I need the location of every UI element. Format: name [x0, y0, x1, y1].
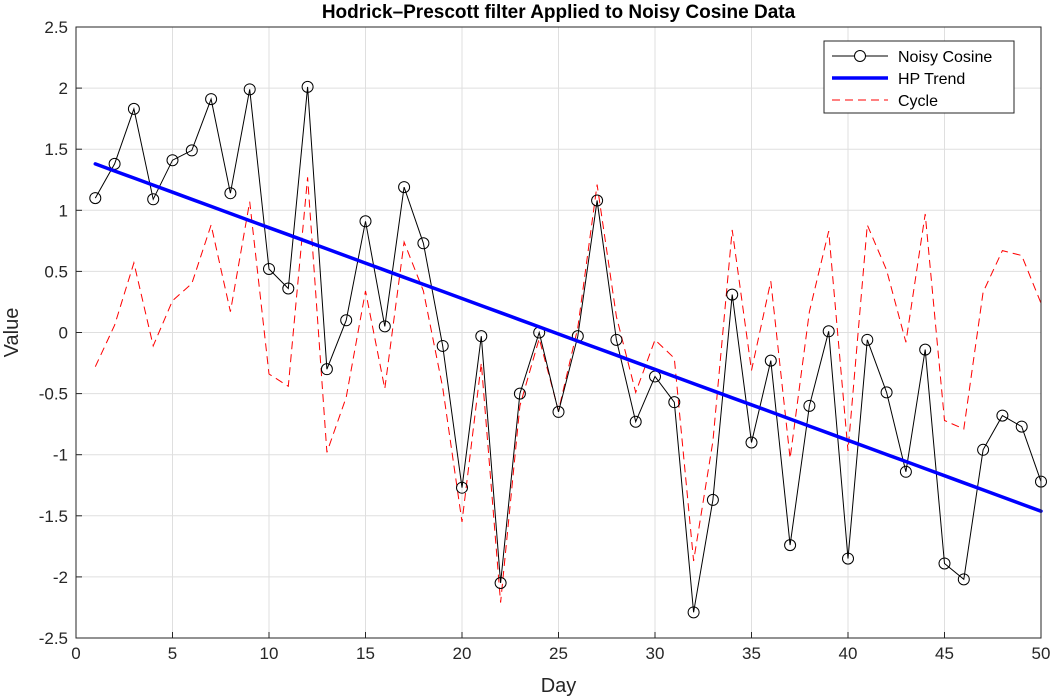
data-point-noisy-cosine [378, 320, 391, 333]
legend-item: HP Trend [832, 71, 965, 88]
x-tick-label: 50 [1032, 644, 1051, 663]
x-tick-label: 15 [356, 644, 375, 663]
legend-item: Cycle [832, 93, 938, 110]
data-point-noisy-cosine [668, 396, 681, 409]
x-tick-label: 30 [646, 644, 665, 663]
data-point-noisy-cosine [243, 83, 256, 96]
data-point-noisy-cosine [726, 288, 739, 301]
y-tick-label: -2.5 [39, 629, 68, 648]
y-tick-label: -1.5 [39, 507, 68, 526]
data-point-noisy-cosine [610, 333, 623, 346]
data-point-noisy-cosine [1015, 420, 1028, 433]
y-tick-label: 0.5 [44, 262, 68, 281]
legend-label: Noisy Cosine [898, 49, 992, 66]
data-point-noisy-cosine [224, 187, 237, 200]
data-point-noisy-cosine [89, 192, 102, 205]
data-point-noisy-cosine [977, 443, 990, 456]
y-tick-label: -1 [53, 446, 68, 465]
data-point-noisy-cosine [784, 539, 797, 552]
data-point-noisy-cosine [475, 330, 488, 343]
data-point-noisy-cosine [513, 387, 526, 400]
x-tick-label: 0 [71, 644, 80, 663]
data-point-noisy-cosine [205, 93, 218, 106]
data-point-noisy-cosine [340, 314, 353, 327]
data-point-noisy-cosine [398, 181, 411, 194]
data-point-noisy-cosine [359, 215, 372, 228]
y-tick-label: 0 [59, 324, 68, 343]
x-tick-label: 45 [935, 644, 954, 663]
x-tick-label: 25 [549, 644, 568, 663]
chart-title: Hodrick–Prescott filter Applied to Noisy… [322, 2, 796, 23]
data-point-noisy-cosine [166, 154, 179, 167]
legend-marker [854, 50, 866, 62]
data-point-noisy-cosine [591, 194, 604, 207]
data-point-noisy-cosine [417, 237, 430, 250]
y-axis-label: Value [1, 308, 23, 358]
data-point-noisy-cosine [996, 409, 1009, 422]
data-point-noisy-cosine [301, 80, 314, 93]
data-point-noisy-cosine [957, 573, 970, 586]
data-point-noisy-cosine [803, 399, 816, 412]
data-point-noisy-cosine [185, 144, 198, 157]
legend: Noisy Cosine HP Trend Cycle [823, 40, 1015, 114]
data-point-noisy-cosine [127, 102, 140, 115]
data-point-noisy-cosine [842, 552, 854, 565]
y-tick-label: -0.5 [39, 385, 68, 404]
data-point-noisy-cosine [629, 415, 642, 428]
data-point-noisy-cosine [436, 339, 449, 352]
y-tick-label: 2.5 [44, 18, 68, 37]
series-line-hp-trend [93, 162, 1043, 513]
data-point-noisy-cosine [494, 577, 507, 590]
x-tick-label: 5 [168, 644, 177, 663]
series-layer [89, 80, 1047, 619]
data-point-noisy-cosine [938, 557, 951, 570]
y-tick-label: 1 [59, 201, 68, 220]
data-point-noisy-cosine [552, 405, 565, 418]
data-point-noisy-cosine [706, 493, 719, 506]
y-tick-label: 1.5 [44, 140, 68, 159]
data-point-noisy-cosine [687, 606, 700, 619]
data-point-noisy-cosine [320, 363, 333, 376]
data-point-noisy-cosine [861, 333, 874, 346]
series-line-cycle [94, 177, 1042, 603]
data-point-noisy-cosine [147, 193, 160, 206]
data-point-noisy-cosine [880, 386, 893, 399]
data-point-noisy-cosine [745, 436, 758, 449]
legend-label: HP Trend [898, 71, 965, 88]
ticks: 0 5 10 15 20 25 30 35 40 45 50 -2.5 -2 -1.5 -1 -0.5 0 0.5… [39, 18, 1051, 663]
x-tick-label: 40 [839, 644, 858, 663]
x-axis-label: Day [541, 675, 577, 697]
y-tick-label: 2 [59, 79, 68, 98]
data-point-noisy-cosine [764, 354, 777, 367]
data-point-noisy-cosine [263, 262, 275, 275]
data-point-noisy-cosine [899, 465, 912, 478]
x-tick-label: 20 [453, 644, 472, 663]
data-point-noisy-cosine [282, 282, 295, 295]
legend-label: Cycle [898, 93, 938, 110]
y-tick-label: -2 [53, 568, 68, 587]
x-tick-label: 35 [742, 644, 761, 663]
x-tick-label: 10 [260, 644, 279, 663]
data-point-noisy-cosine [456, 481, 468, 494]
legend-item: Noisy Cosine [832, 49, 992, 66]
data-point-noisy-cosine [822, 325, 835, 338]
data-point-noisy-cosine [919, 343, 932, 356]
series-line-noisy-cosine [94, 86, 1042, 613]
